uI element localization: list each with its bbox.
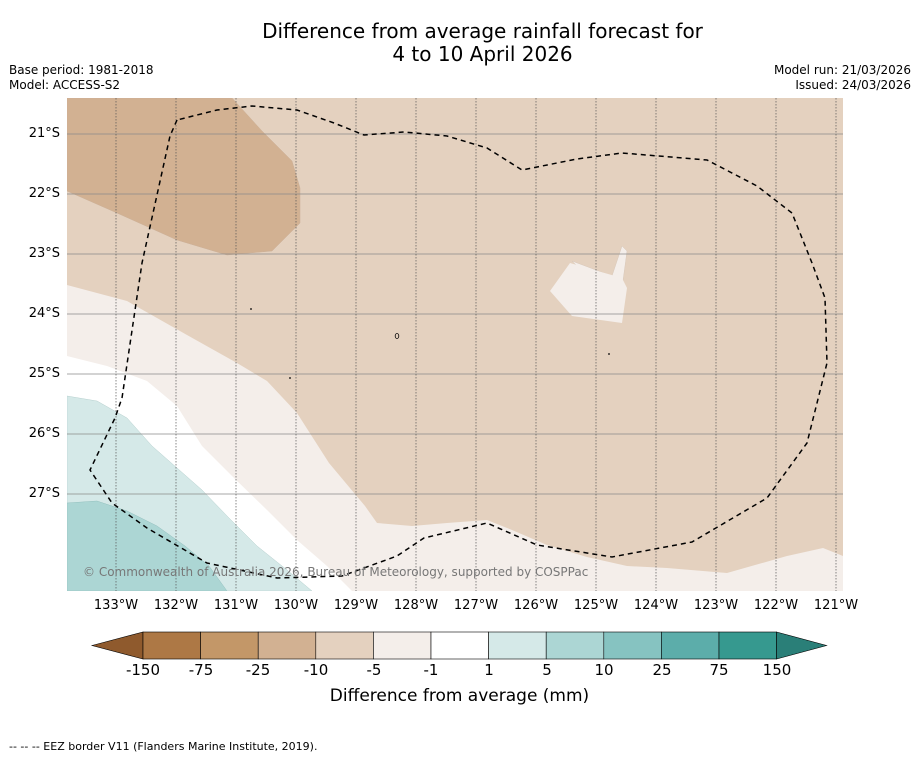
island-marker <box>250 308 252 310</box>
model-run: Model run: 21/03/2026 <box>773 63 911 77</box>
lon-label: 127°W <box>453 598 499 613</box>
colorbar-segment <box>603 631 662 660</box>
lon-label: 133°W <box>93 598 139 613</box>
colorbar-tick-label: -5 <box>366 661 382 679</box>
lat-label: 26°S <box>28 426 60 441</box>
colorbar-segment <box>373 631 432 660</box>
eez-footnote: -- -- -- EEZ border V11 (Flanders Marine… <box>9 740 318 753</box>
colorbar-tick-label: 150 <box>762 661 792 679</box>
colorbar-segment <box>142 631 201 660</box>
lon-label: 123°W <box>693 598 739 613</box>
base-period: Base period: 1981-2018 <box>9 63 154 77</box>
colorbar-tick-label: 10 <box>594 661 614 679</box>
lat-label: 24°S <box>28 306 60 321</box>
model-name: Model: ACCESS-S2 <box>9 78 121 92</box>
colorbar-under-extension <box>90 631 144 660</box>
lon-label: 126°W <box>513 598 559 613</box>
lon-label: 129°W <box>333 598 379 613</box>
map-region-wet <box>67 500 228 591</box>
island-marker <box>289 377 291 379</box>
colorbar-tick-label: -25 <box>245 661 271 679</box>
lat-label: 25°S <box>28 366 60 381</box>
issued-date: Issued: 24/03/2026 <box>795 78 911 92</box>
latitude-gridlines <box>67 133 843 495</box>
colorbar-tick-label: -150 <box>125 661 161 679</box>
map-region-slightly-dry-patch-fill <box>550 263 627 323</box>
eez-border <box>89 105 828 579</box>
colorbar-segment <box>545 631 605 660</box>
longitude-gridlines <box>115 98 837 591</box>
colorbar-segment <box>488 631 547 660</box>
colorbar-segment <box>718 631 777 660</box>
colorbar-label: Difference from average (mm) <box>329 686 590 706</box>
colorbar-tick-label: -10 <box>303 661 329 679</box>
lon-label: 124°W <box>633 598 679 613</box>
colorbar-segment <box>315 631 374 660</box>
lon-label: 122°W <box>753 598 799 613</box>
lat-label: 23°S <box>28 246 60 261</box>
colorbar-tick-label: 75 <box>709 661 729 679</box>
lon-label: 125°W <box>573 598 619 613</box>
chart-title-line1: Difference from average rainfall forecas… <box>262 19 703 43</box>
lon-label: 128°W <box>393 598 439 613</box>
colorbar-tick-label: 5 <box>542 661 552 679</box>
chart-title-line2: 4 to 10 April 2026 <box>392 42 573 66</box>
lon-label: 131°W <box>213 598 259 613</box>
colorbar-tick-label: 1 <box>484 661 494 679</box>
lat-label: 27°S <box>28 486 60 501</box>
colorbar-over-extension <box>776 631 828 660</box>
forecast-map <box>67 98 843 591</box>
lon-label: 132°W <box>153 598 199 613</box>
lat-label: 21°S <box>28 126 60 141</box>
colorbar-segment <box>430 631 489 660</box>
copyright-notice: © Commonwealth of Australia 2026, Bureau… <box>83 565 589 579</box>
lon-label: 130°W <box>273 598 319 613</box>
lon-label: 121°W <box>813 598 859 613</box>
island-marker <box>608 353 610 355</box>
colorbar-segment <box>661 631 720 660</box>
colorbar <box>90 631 828 660</box>
colorbar-segment <box>200 631 259 660</box>
lat-label: 22°S <box>28 186 60 201</box>
island-marker <box>394 333 400 339</box>
colorbar-segment <box>257 631 317 660</box>
colorbar-tick-label: 25 <box>652 661 672 679</box>
colorbar-tick-label: -1 <box>423 661 439 679</box>
colorbar-tick-label: -75 <box>188 661 214 679</box>
map-region-drier <box>67 98 301 256</box>
